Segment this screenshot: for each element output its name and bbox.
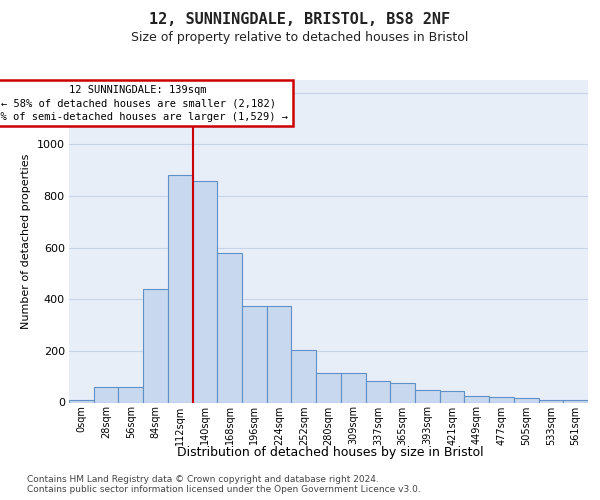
Bar — [118, 386, 143, 402]
Bar — [168, 176, 193, 402]
Y-axis label: Number of detached properties: Number of detached properties — [21, 154, 31, 329]
Text: Distribution of detached houses by size in Bristol: Distribution of detached houses by size … — [176, 446, 484, 459]
Bar — [69, 400, 94, 402]
Text: Size of property relative to detached houses in Bristol: Size of property relative to detached ho… — [131, 31, 469, 44]
Text: 12, SUNNINGDALE, BRISTOL, BS8 2NF: 12, SUNNINGDALE, BRISTOL, BS8 2NF — [149, 12, 451, 28]
Bar — [365, 380, 390, 402]
Bar — [143, 289, 168, 403]
Bar — [415, 390, 440, 402]
Text: Contains HM Land Registry data © Crown copyright and database right 2024.: Contains HM Land Registry data © Crown c… — [27, 475, 379, 484]
Bar — [341, 373, 365, 402]
Bar — [94, 386, 118, 402]
Bar — [514, 398, 539, 402]
Text: Contains public sector information licensed under the Open Government Licence v3: Contains public sector information licen… — [27, 485, 421, 494]
Bar — [464, 396, 489, 402]
Bar — [440, 391, 464, 402]
Bar — [267, 306, 292, 402]
Bar — [563, 400, 588, 402]
Bar — [539, 400, 563, 402]
Bar — [193, 180, 217, 402]
Bar — [316, 373, 341, 402]
Text: 12 SUNNINGDALE: 139sqm
← 58% of detached houses are smaller (2,182)
41% of semi-: 12 SUNNINGDALE: 139sqm ← 58% of detached… — [0, 85, 288, 122]
Bar — [390, 383, 415, 402]
Bar — [217, 253, 242, 402]
Bar — [489, 398, 514, 402]
Bar — [292, 350, 316, 403]
Bar — [242, 306, 267, 402]
